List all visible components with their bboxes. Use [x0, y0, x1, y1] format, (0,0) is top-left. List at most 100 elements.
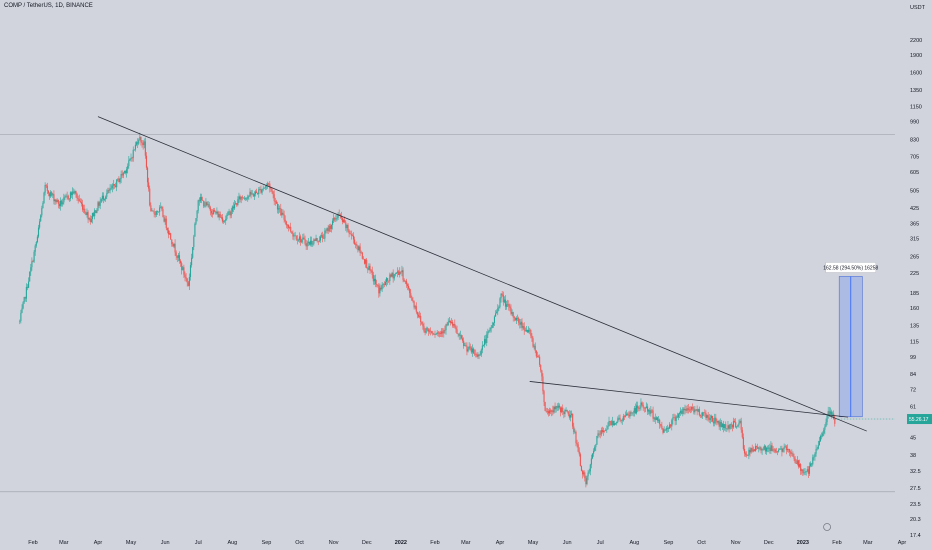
candle-body: [572, 413, 574, 427]
candle-body: [644, 407, 646, 409]
candle-body: [123, 170, 125, 173]
candle-body: [150, 205, 152, 211]
candle-body: [69, 192, 71, 199]
candle-body: [583, 472, 585, 475]
candle-body: [146, 167, 149, 183]
candle-body: [185, 277, 187, 279]
candle-body: [828, 411, 830, 414]
candle-body: [65, 195, 67, 197]
candle-body: [200, 196, 203, 201]
candle-body: [452, 321, 454, 326]
candle-body: [718, 421, 720, 427]
candle-body: [519, 322, 521, 325]
candle-body: [189, 265, 192, 278]
candle-body: [252, 193, 254, 197]
candle-body: [507, 304, 509, 305]
candle-body: [475, 353, 477, 355]
candle-body: [658, 419, 660, 421]
candle-body: [805, 471, 807, 473]
candle-body: [73, 191, 75, 194]
candle-body: [135, 142, 138, 145]
candle-body: [154, 213, 156, 215]
candle-body: [485, 339, 487, 343]
candle-body: [523, 326, 525, 331]
candle-body: [608, 421, 610, 427]
candle-body: [392, 272, 394, 279]
candle-body: [26, 286, 29, 288]
candle-body: [573, 426, 575, 433]
candle-body: [175, 252, 177, 257]
candle-body: [735, 422, 737, 428]
candle-body: [702, 412, 704, 417]
candle-body: [441, 331, 443, 334]
candle-body: [203, 200, 205, 207]
candle-body: [76, 193, 78, 199]
candle-body: [357, 245, 359, 251]
candle-body: [577, 444, 579, 452]
candle-body: [290, 226, 292, 232]
candle-body: [47, 190, 49, 194]
candle-body: [520, 321, 522, 325]
candle-body: [598, 433, 600, 435]
candle-body: [571, 413, 573, 416]
candle-body: [472, 348, 475, 354]
candle-body: [39, 221, 41, 228]
candle-body: [227, 211, 229, 216]
candle-body: [355, 244, 357, 245]
candle-body: [812, 457, 814, 465]
candle-body: [426, 328, 428, 330]
candle-body: [626, 413, 628, 416]
candle-body: [423, 326, 425, 332]
candle-body: [804, 472, 806, 473]
candle-body: [142, 143, 144, 146]
candle-body: [373, 278, 375, 282]
candle-body: [402, 270, 404, 280]
candle-body: [623, 416, 625, 417]
candle-body: [496, 311, 498, 314]
candle-body: [703, 412, 705, 414]
candle-body: [253, 194, 255, 197]
candle-body: [307, 241, 309, 243]
candle-body: [506, 304, 508, 307]
candle-body: [211, 213, 214, 215]
candle-body: [434, 334, 436, 335]
candle-body: [539, 356, 541, 365]
candle-body: [747, 455, 749, 456]
candle-body: [359, 246, 361, 254]
candle-body: [263, 187, 265, 189]
x-tick-label: Apr: [496, 540, 505, 546]
x-tick-label: 2022: [395, 540, 407, 546]
candle-body: [477, 354, 479, 357]
candle-body: [605, 429, 607, 431]
candle-body: [215, 211, 217, 214]
candle-body: [87, 212, 89, 220]
candle-body: [377, 284, 379, 286]
x-tick-label: Sep: [262, 540, 272, 546]
candle-body: [294, 235, 296, 237]
candle-body: [236, 203, 238, 205]
candle-body: [514, 317, 516, 321]
candle-body: [311, 240, 313, 245]
candle-body: [793, 456, 795, 459]
candle-body: [560, 407, 562, 413]
candle-body: [715, 417, 717, 422]
candle-body: [459, 335, 461, 336]
candle-body: [187, 282, 189, 286]
candle-body: [243, 197, 246, 199]
y-tick-label: 45: [910, 436, 916, 442]
candle-body: [590, 458, 592, 465]
candle-body: [797, 460, 800, 467]
candle-body: [645, 406, 648, 408]
candle-body: [389, 274, 391, 282]
y-tick-label: 990: [910, 120, 919, 126]
candle-body: [361, 252, 363, 259]
candle-body: [500, 293, 502, 299]
y-tick-label: 1600: [910, 71, 922, 77]
candle-body: [697, 409, 699, 412]
x-tick-label: May: [528, 540, 539, 546]
candle-body: [588, 471, 590, 473]
candle-body: [465, 345, 467, 346]
candle-body: [360, 252, 362, 254]
candle-body: [105, 196, 107, 199]
